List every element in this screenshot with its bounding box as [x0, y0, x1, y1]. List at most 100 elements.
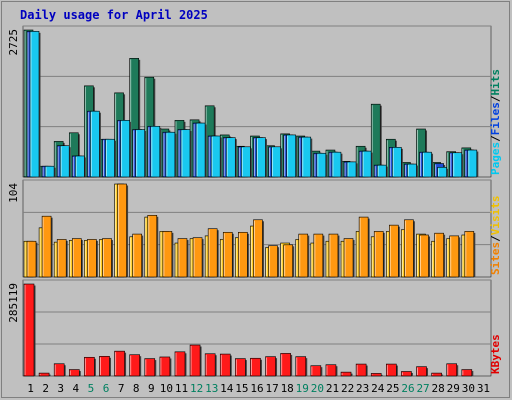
- bar-sites-day-9: [147, 214, 158, 278]
- bar-sites-day-2: [41, 215, 52, 278]
- legend-entry-files: Files: [489, 102, 502, 135]
- chart-frame: [1, 1, 510, 398]
- bar-kbytes-day-28: [431, 372, 442, 377]
- legend-separator: /: [489, 95, 502, 102]
- bar-sites-day-19: [298, 233, 309, 278]
- y-max-label-hits-files-pages: 2725: [7, 29, 20, 56]
- legend-separator: /: [489, 135, 502, 142]
- x-tick-label-day-26: 26: [401, 382, 414, 395]
- panel-kbytes: 285119 KBytes: [7, 279, 502, 377]
- chart-title: Daily usage for April 2025: [20, 8, 208, 22]
- bar-kbytes-day-11: [174, 351, 186, 377]
- bar-kbytes-day-26: [401, 371, 412, 377]
- bar-sites-day-13: [207, 228, 218, 278]
- bar-pages-day-18: [286, 134, 296, 178]
- bar-kbytes-day-29: [446, 363, 458, 377]
- x-tick-label-day-20: 20: [311, 382, 324, 395]
- bar-sites-day-8: [132, 233, 142, 278]
- x-tick-label-day-16: 16: [250, 382, 263, 395]
- x-tick-label-day-5: 5: [88, 382, 95, 395]
- bar-pages-day-23: [361, 150, 372, 178]
- bar-pages-day-20: [316, 152, 327, 178]
- bar-sites-day-20: [313, 233, 324, 278]
- bar-pages-day-15: [241, 146, 251, 178]
- bar-sites-day-18: [283, 244, 293, 278]
- bar-pages-day-3: [59, 145, 70, 178]
- y-max-label-visits-sites: 104: [7, 183, 20, 203]
- bar-sites-day-24: [373, 231, 384, 278]
- bar-kbytes-day-4: [68, 369, 80, 377]
- legend-hits-files-pages: Pages/Files/Hits: [489, 69, 502, 175]
- bar-pages-day-24: [376, 164, 387, 178]
- bar-pages-day-1: [29, 31, 40, 178]
- bar-kbytes-day-2: [38, 372, 50, 377]
- x-tick-label-day-19: 19: [296, 382, 309, 395]
- bar-kbytes-day-6: [99, 356, 110, 377]
- bar-pages-day-16: [256, 137, 266, 178]
- x-tick-label-day-21: 21: [326, 382, 339, 395]
- panel-visits-sites: 104 Sites/Visits: [7, 179, 502, 278]
- x-tick-label-day-27: 27: [416, 382, 429, 395]
- bar-kbytes-day-24: [370, 373, 382, 377]
- bar-kbytes-day-14: [219, 353, 231, 377]
- x-tick-label-day-1: 1: [27, 382, 34, 395]
- x-tick-label-day-31: 31: [477, 382, 490, 395]
- bar-pages-day-7: [120, 120, 130, 178]
- bar-kbytes-day-17: [265, 356, 276, 377]
- bar-sites-day-23: [358, 216, 369, 278]
- bar-sites-day-25: [389, 224, 399, 278]
- x-tick-label-day-11: 11: [175, 382, 188, 395]
- y-max-label-kbytes: 285119: [7, 283, 20, 323]
- legend-entry-sites: Sites: [489, 242, 502, 275]
- bar-pages-day-29: [452, 152, 463, 178]
- x-tick-label-day-24: 24: [371, 382, 385, 395]
- x-tick-label-day-25: 25: [386, 382, 399, 395]
- bar-pages-day-10: [165, 131, 176, 178]
- bar-kbytes-day-3: [53, 363, 65, 377]
- bar-sites-day-17: [268, 245, 278, 278]
- x-tick-label-day-18: 18: [281, 382, 294, 395]
- bar-kbytes-day-1: [23, 283, 35, 377]
- bar-pages-day-21: [331, 151, 342, 178]
- legend-entry-kbytes: KBytes: [489, 334, 502, 374]
- bar-kbytes-day-19: [295, 356, 307, 377]
- bar-sites-day-26: [404, 219, 414, 278]
- bar-kbytes-day-25: [386, 363, 397, 377]
- bar-kbytes-day-20: [310, 365, 322, 377]
- bar-kbytes-day-12: [189, 344, 201, 377]
- bar-kbytes-day-23: [355, 363, 367, 377]
- bar-sites-day-28: [434, 232, 444, 278]
- bar-pages-day-11: [180, 129, 191, 178]
- bar-kbytes-day-7: [114, 350, 125, 377]
- bar-sites-day-10: [162, 231, 173, 278]
- bar-kbytes-day-21: [325, 364, 337, 377]
- x-tick-label-day-14: 14: [220, 382, 234, 395]
- x-tick-label-day-4: 4: [73, 382, 80, 395]
- bar-pages-day-25: [392, 147, 402, 178]
- chart-panels: 2725Pages/Files/Hits104Sites/Visits28511…: [7, 25, 502, 377]
- bar-pages-day-8: [135, 129, 145, 178]
- x-tick-label-day-23: 23: [356, 382, 369, 395]
- bar-sites-day-27: [419, 234, 429, 278]
- bar-pages-day-4: [74, 155, 85, 178]
- bar-sites-day-11: [177, 238, 188, 278]
- bar-pages-day-12: [195, 122, 206, 178]
- x-tick-label-day-3: 3: [57, 382, 64, 395]
- legend-entry-pages: Pages: [489, 142, 502, 175]
- bar-pages-day-17: [271, 146, 281, 178]
- x-tick-label-day-15: 15: [235, 382, 248, 395]
- bar-sites-day-16: [253, 219, 263, 278]
- bar-sites-day-29: [449, 235, 460, 278]
- bar-sites-day-15: [238, 231, 248, 278]
- x-tick-label-day-17: 17: [265, 382, 278, 395]
- bar-sites-day-5: [87, 239, 97, 278]
- x-tick-label-day-30: 30: [462, 382, 475, 395]
- bar-kbytes-day-9: [144, 358, 156, 377]
- x-axis-tick-labels: 1 2 3 4 5 6 7 8 9 10 11 12 13 14 15 16 17 18 19 20 21 22 23 24 2…: [27, 382, 490, 395]
- bar-kbytes-day-5: [84, 356, 95, 377]
- bar-sites-day-3: [56, 239, 67, 278]
- x-tick-label-day-29: 29: [447, 382, 460, 395]
- bar-pages-day-14: [225, 137, 236, 178]
